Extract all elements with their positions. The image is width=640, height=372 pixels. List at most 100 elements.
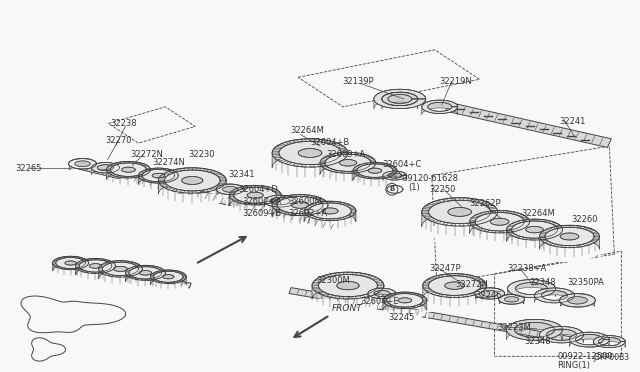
Polygon shape [392, 168, 397, 170]
Polygon shape [345, 216, 351, 218]
Polygon shape [586, 228, 592, 231]
Polygon shape [419, 295, 424, 297]
Polygon shape [305, 206, 311, 208]
Polygon shape [173, 173, 178, 174]
Polygon shape [150, 168, 155, 170]
Polygon shape [120, 161, 125, 163]
Polygon shape [422, 300, 427, 302]
Text: 32262P: 32262P [470, 199, 501, 208]
Polygon shape [108, 275, 113, 276]
Polygon shape [337, 202, 342, 204]
Polygon shape [291, 202, 308, 208]
Text: 32604+C: 32604+C [382, 160, 421, 169]
Polygon shape [423, 274, 486, 298]
Polygon shape [158, 281, 163, 283]
Polygon shape [333, 144, 341, 146]
Polygon shape [477, 228, 484, 230]
Polygon shape [540, 225, 600, 249]
Polygon shape [109, 268, 114, 270]
Polygon shape [147, 181, 152, 182]
Polygon shape [518, 220, 524, 223]
Polygon shape [353, 172, 358, 173]
Polygon shape [353, 163, 397, 180]
Polygon shape [255, 186, 259, 187]
Polygon shape [54, 259, 58, 261]
Polygon shape [561, 245, 566, 247]
Polygon shape [53, 264, 57, 266]
Text: 32609+B: 32609+B [242, 209, 282, 218]
Polygon shape [277, 196, 323, 214]
Polygon shape [216, 174, 223, 176]
Polygon shape [594, 237, 600, 238]
Polygon shape [559, 294, 595, 307]
Polygon shape [273, 154, 280, 156]
Polygon shape [79, 269, 84, 271]
Polygon shape [445, 295, 451, 298]
Polygon shape [455, 198, 460, 201]
Polygon shape [522, 224, 529, 227]
Polygon shape [136, 272, 141, 273]
Text: 32245: 32245 [388, 313, 414, 322]
Polygon shape [113, 266, 127, 272]
Polygon shape [431, 201, 439, 204]
Polygon shape [70, 256, 74, 257]
Polygon shape [317, 278, 324, 280]
Polygon shape [540, 238, 546, 240]
Polygon shape [353, 169, 357, 171]
Polygon shape [206, 170, 213, 172]
Polygon shape [272, 203, 277, 205]
Polygon shape [337, 153, 342, 155]
Polygon shape [509, 234, 516, 236]
Polygon shape [76, 259, 115, 275]
Text: 32238: 32238 [111, 119, 137, 128]
Polygon shape [305, 212, 310, 214]
Polygon shape [220, 180, 226, 182]
Polygon shape [342, 203, 348, 205]
Polygon shape [272, 195, 328, 217]
Polygon shape [472, 225, 479, 228]
Polygon shape [341, 153, 348, 155]
Polygon shape [545, 237, 551, 239]
Polygon shape [435, 221, 442, 224]
Polygon shape [164, 169, 170, 170]
Polygon shape [471, 217, 477, 219]
Polygon shape [540, 327, 584, 343]
Polygon shape [146, 170, 150, 171]
Polygon shape [79, 163, 342, 232]
Polygon shape [125, 265, 165, 282]
Polygon shape [541, 232, 547, 234]
Polygon shape [348, 272, 353, 275]
Polygon shape [76, 264, 79, 266]
Polygon shape [405, 307, 408, 308]
Text: 32272N: 32272N [131, 150, 163, 159]
Polygon shape [424, 216, 432, 218]
Polygon shape [175, 169, 182, 171]
Polygon shape [276, 145, 284, 148]
Polygon shape [129, 161, 132, 163]
Polygon shape [397, 307, 402, 308]
Polygon shape [76, 257, 81, 259]
Polygon shape [369, 165, 375, 167]
Polygon shape [154, 280, 158, 282]
Polygon shape [133, 263, 139, 265]
Polygon shape [278, 198, 284, 200]
Polygon shape [330, 154, 335, 156]
Polygon shape [168, 180, 172, 182]
Polygon shape [69, 158, 96, 170]
Polygon shape [344, 153, 348, 154]
Polygon shape [175, 176, 179, 177]
Polygon shape [547, 243, 554, 245]
Polygon shape [296, 139, 303, 142]
Polygon shape [108, 165, 113, 167]
Polygon shape [422, 210, 429, 212]
Polygon shape [214, 186, 221, 188]
Polygon shape [129, 276, 134, 278]
Polygon shape [423, 284, 429, 286]
Polygon shape [361, 176, 366, 178]
Polygon shape [480, 212, 486, 215]
Polygon shape [230, 196, 235, 198]
Polygon shape [139, 177, 143, 179]
Polygon shape [367, 177, 372, 179]
Polygon shape [163, 173, 170, 175]
Polygon shape [272, 139, 348, 168]
